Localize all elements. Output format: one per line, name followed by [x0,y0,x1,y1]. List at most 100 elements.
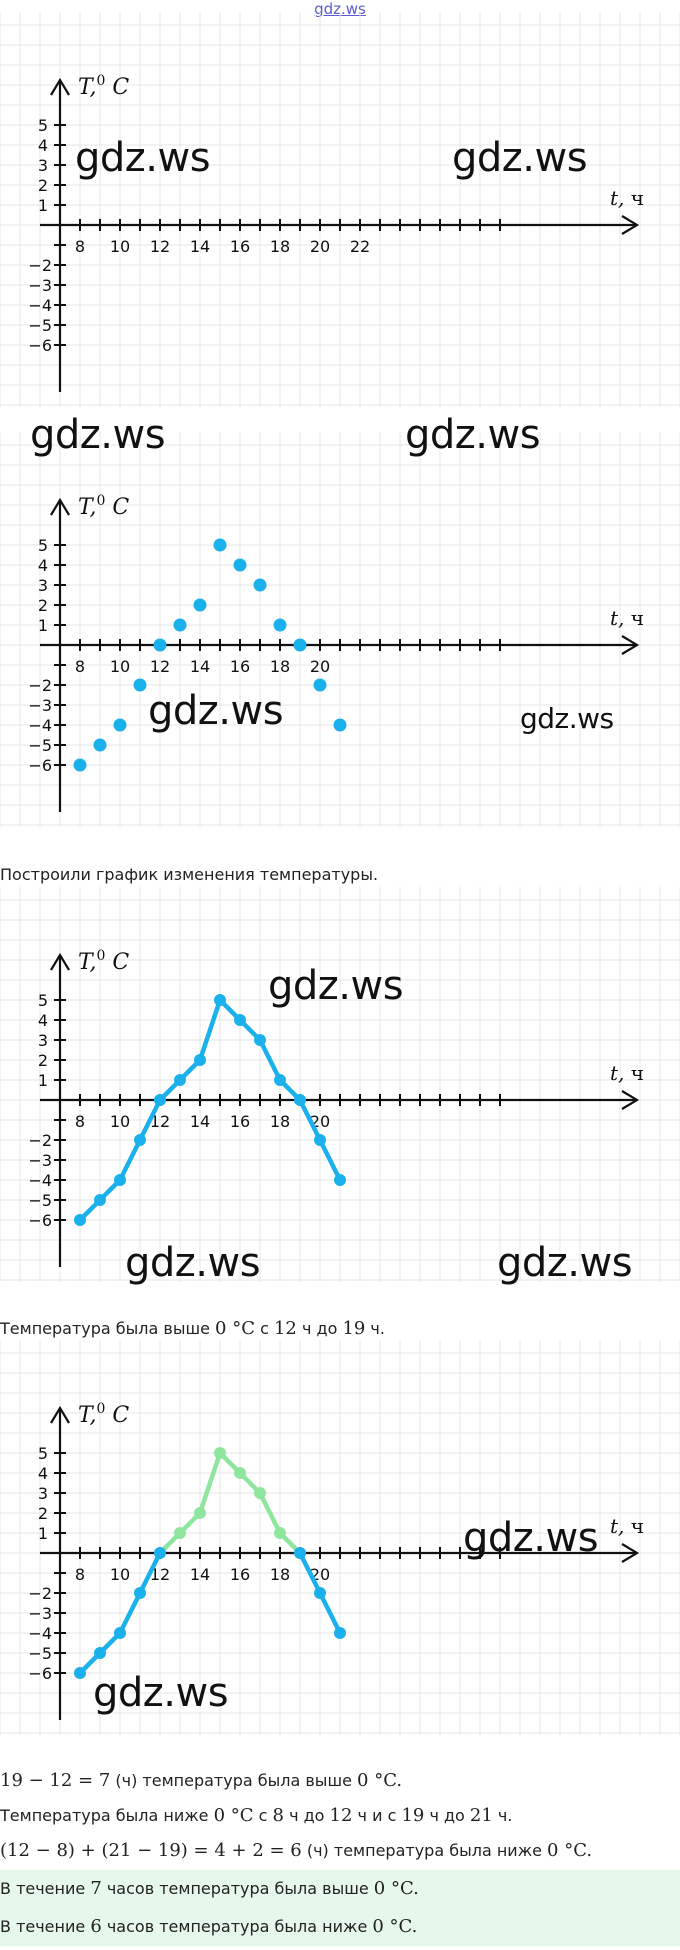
x-tick-label: 10 [110,1565,130,1584]
y-tick-label: 5 [38,116,48,135]
data-point [133,678,147,692]
y-tick-label: 2 [38,596,48,615]
data-point [294,1547,306,1559]
x-tick-label: 22 [350,237,370,256]
x-tick-label: 14 [190,657,210,676]
x-tick-label: 14 [190,1565,210,1584]
y-tick-label: −3 [28,696,52,715]
y-tick-label: −5 [28,316,52,335]
data-point [293,638,307,652]
data-point [294,1094,306,1106]
watermark: gdz.ws [405,412,541,458]
answer-above-zero: В течение 7 часов температура была выше … [0,1870,680,1908]
y-tick-label: 4 [38,1011,48,1030]
y-tick-label: 5 [38,991,48,1010]
y-tick-label: 4 [38,136,48,155]
site-link[interactable]: gdz.ws [314,0,366,18]
x-tick-label: 8 [75,237,85,256]
x-axis-arrow [621,215,640,235]
x-tick-label: 12 [150,657,170,676]
y-tick-label: −3 [28,1604,52,1623]
series-line-segment [117,1137,143,1183]
series-line-segment [297,1097,323,1143]
text-above-zero-calc: 19 − 12 = 7 (ч) температура была выше 0 … [0,1770,403,1791]
x-tick-label: 16 [230,657,250,676]
x-tick-label: 18 [270,237,290,256]
y-tick-label: 3 [38,1031,48,1050]
y-tick-label: −6 [28,1211,52,1230]
x-axis-label: t, ч [610,606,644,630]
series-line-segment [117,1590,143,1636]
data-point [174,1074,186,1086]
x-tick-label: 16 [230,237,250,256]
y-tick-label: −4 [28,296,52,315]
y-tick-label: 3 [38,1484,48,1503]
y-tick-label: 1 [38,1071,48,1090]
watermark: gdz.ws [520,702,614,735]
series-line-segment [137,1550,163,1596]
series-line-segment [197,997,223,1063]
data-point [114,1174,126,1186]
data-point [213,538,227,552]
y-tick-label: −2 [28,1131,52,1150]
x-tick-label: 16 [230,1112,250,1131]
y-tick-label: −5 [28,1191,52,1210]
y-tick-label: −2 [28,1584,52,1603]
watermark: gdz.ws [497,1240,633,1286]
watermark: gdz.ws [75,135,211,181]
x-tick-label: 20 [310,657,330,676]
y-tick-label: 2 [38,176,48,195]
y-axis-arrow [50,497,70,516]
y-tick-label: 2 [38,1504,48,1523]
data-point [134,1587,146,1599]
x-tick-label: 10 [110,237,130,256]
y-tick-label: 3 [38,156,48,175]
y-tick-label: −4 [28,1624,52,1643]
x-tick-label: 10 [110,657,130,676]
series-line-segment [297,1550,323,1596]
x-tick-label: 18 [270,1112,290,1131]
y-tick-label: 1 [38,1524,48,1543]
data-point [173,618,187,632]
watermark: gdz.ws [93,1670,229,1716]
series-line-segment [137,1097,163,1143]
data-point [254,1487,266,1499]
data-point [273,618,287,632]
data-point [114,1627,126,1639]
x-axis-arrow [621,635,640,655]
data-point [253,578,267,592]
grid [0,432,680,827]
y-tick-label: −5 [28,736,52,755]
data-point [154,1547,166,1559]
y-tick-label: −4 [28,1171,52,1190]
y-tick-label: −3 [28,276,52,295]
watermark: gdz.ws [125,1240,261,1286]
x-tick-label: 12 [150,1565,170,1584]
y-tick-label: −5 [28,1644,52,1663]
x-tick-label: 10 [110,1112,130,1131]
x-axis-label: t, ч [610,1514,644,1538]
series-line-segment [317,1590,343,1636]
grid [0,887,680,1282]
y-tick-label: 1 [38,196,48,215]
data-point [214,994,226,1006]
watermark: gdz.ws [148,688,284,734]
watermark: gdz.ws [463,1515,599,1561]
data-point [113,718,127,732]
series-line-segment [257,1490,283,1536]
y-tick-label: 2 [38,1051,48,1070]
y-tick-label: −6 [28,336,52,355]
y-tick-label: −2 [28,676,52,695]
x-axis-label: t, ч [610,186,644,210]
data-point [234,1014,246,1026]
y-tick-label: 4 [38,1464,48,1483]
data-point [334,1627,346,1639]
data-point [73,758,87,772]
data-point [93,738,107,752]
data-point [154,1094,166,1106]
y-tick-label: −6 [28,756,52,775]
x-tick-label: 16 [230,1565,250,1584]
x-tick-label: 12 [150,237,170,256]
